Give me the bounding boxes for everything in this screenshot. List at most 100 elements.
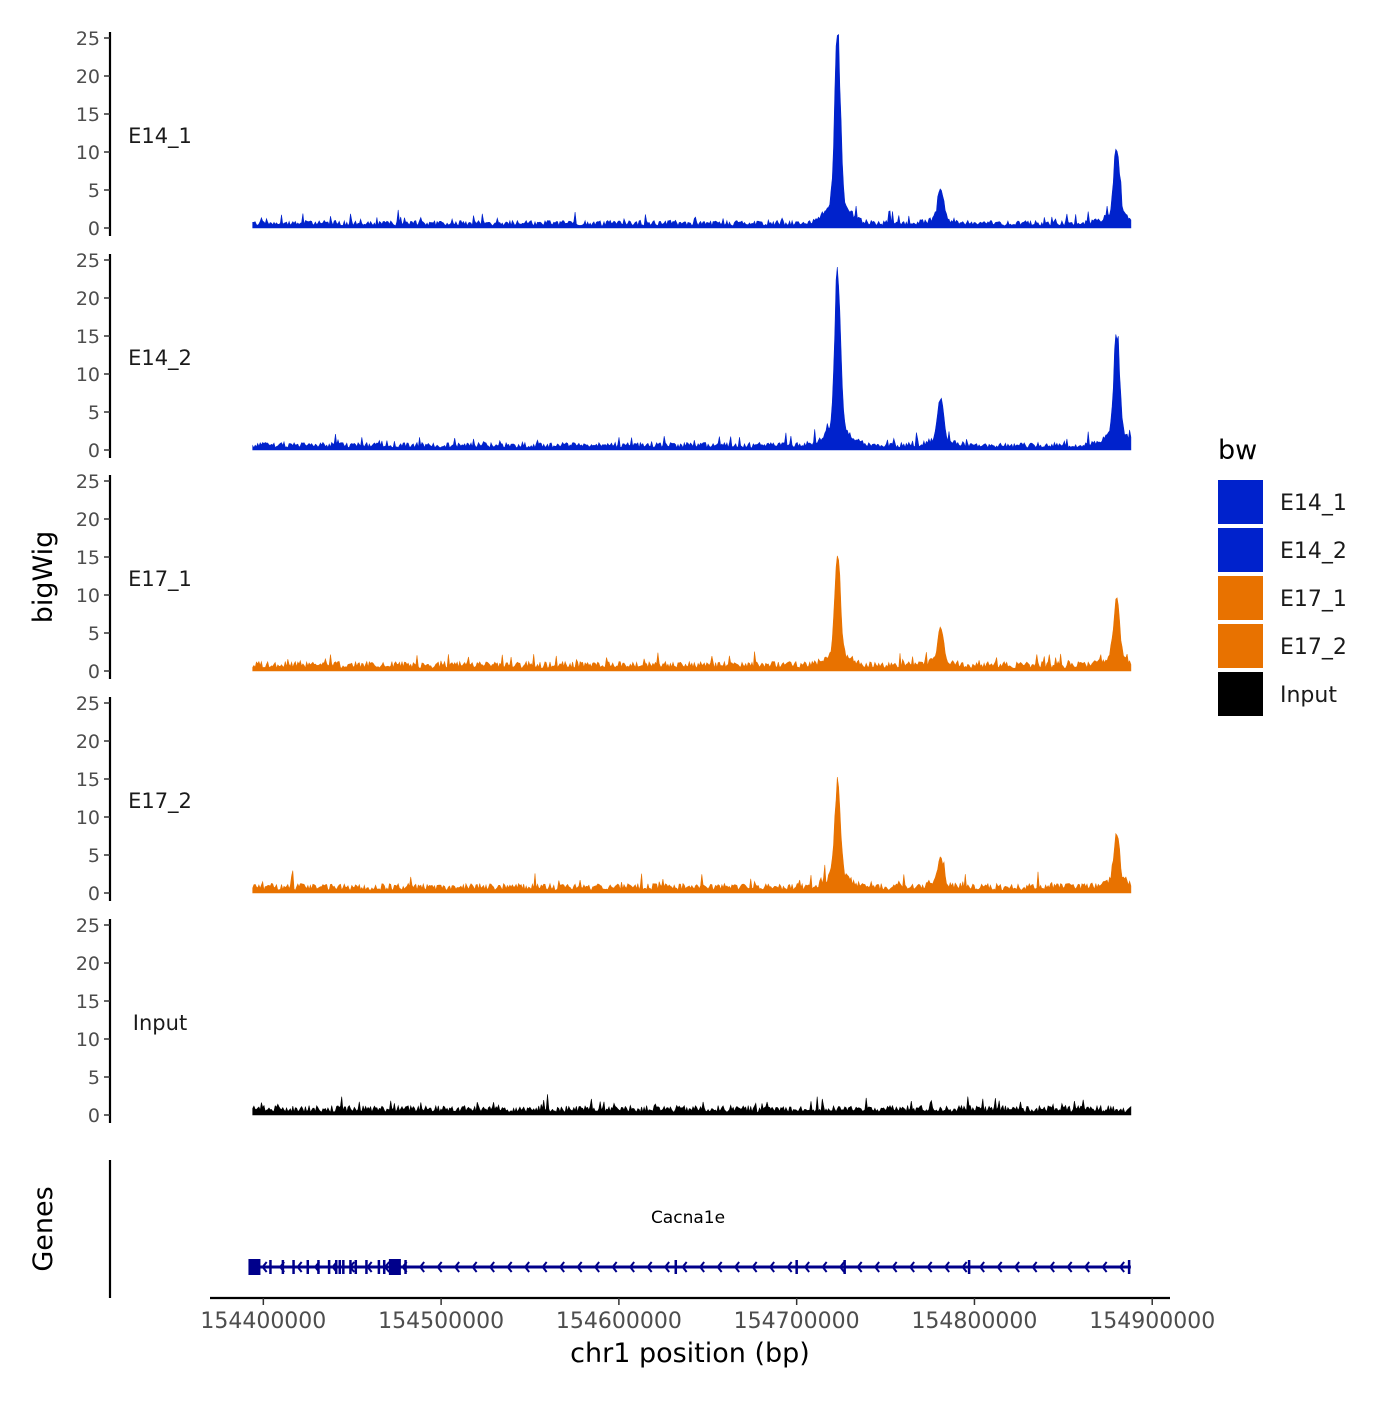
exon xyxy=(306,1260,310,1274)
legend-label-E17_2: E17_2 xyxy=(1280,635,1347,660)
exon xyxy=(365,1260,368,1274)
strand-arrow xyxy=(471,1261,478,1273)
exon xyxy=(327,1260,331,1274)
y-tick-label: 25 xyxy=(76,28,100,50)
track-label-Input: Input xyxy=(133,1011,187,1035)
legend-label-E17_1: E17_1 xyxy=(1280,587,1347,612)
x-tick-label: 154400000 xyxy=(200,1309,326,1334)
exon xyxy=(292,1260,295,1274)
y-tick-label: 20 xyxy=(76,288,100,310)
legend-swatch-E17_1 xyxy=(1218,576,1263,620)
legend-swatch-E17_2 xyxy=(1218,624,1263,668)
strand-arrow xyxy=(628,1261,635,1273)
y-tick-label: 5 xyxy=(88,1067,100,1089)
strand-arrow xyxy=(1118,1261,1125,1273)
track-label-E17_2: E17_2 xyxy=(128,789,192,814)
y-tick-label: 5 xyxy=(88,402,100,424)
exon xyxy=(317,1260,320,1274)
strand-arrow xyxy=(978,1261,985,1273)
exon xyxy=(397,1260,400,1274)
exon xyxy=(281,1260,285,1274)
exon xyxy=(354,1260,358,1274)
strand-arrow xyxy=(593,1261,600,1273)
legend-swatch-E14_2 xyxy=(1218,528,1263,572)
y-tick-label: 25 xyxy=(76,471,100,493)
strand-arrow xyxy=(716,1261,723,1273)
exon xyxy=(334,1260,338,1274)
exon xyxy=(342,1260,345,1274)
track-label-E14_2: E14_2 xyxy=(128,346,192,371)
exon xyxy=(843,1260,846,1274)
y-tick-label: 0 xyxy=(88,440,100,462)
x-tick-label: 154900000 xyxy=(1089,1309,1215,1334)
y-tick-label: 0 xyxy=(88,661,100,683)
signal-area-E17_2 xyxy=(252,776,1132,894)
y-tick-label: 0 xyxy=(88,883,100,905)
axes xyxy=(104,32,1170,1305)
strand-arrow xyxy=(436,1261,443,1273)
y-tick-label: 20 xyxy=(76,953,100,975)
exon xyxy=(382,1260,386,1274)
legend: bw E14_1 E14_2 E17_1 E17_2 Input xyxy=(1218,435,1347,716)
strand-arrow xyxy=(733,1261,740,1273)
strand-arrow xyxy=(873,1261,880,1273)
y-tick-label: 20 xyxy=(76,509,100,531)
signal-area-E17_1 xyxy=(252,555,1132,672)
strand-arrow xyxy=(1013,1261,1020,1273)
exon xyxy=(674,1260,678,1274)
strand-arrow xyxy=(523,1261,530,1273)
strand-arrow xyxy=(261,1261,268,1273)
y-tick-label: 25 xyxy=(76,250,100,272)
y-tick-label: 0 xyxy=(88,218,100,240)
strand-arrow xyxy=(646,1261,653,1273)
track-label-E14_1: E14_1 xyxy=(128,124,192,149)
strand-arrow xyxy=(838,1261,845,1273)
x-tick-label: 154600000 xyxy=(556,1309,682,1334)
strand-arrow xyxy=(768,1261,775,1273)
strand-arrow xyxy=(453,1261,460,1273)
strand-arrow xyxy=(891,1261,898,1273)
y-tick-label: 5 xyxy=(88,180,100,202)
strand-arrow xyxy=(1048,1261,1055,1273)
genes-track: Cacna1e xyxy=(248,1208,1131,1275)
x-tick-label: 154500000 xyxy=(378,1309,504,1334)
exon xyxy=(248,1259,261,1275)
strand-arrow xyxy=(908,1261,915,1273)
strand-arrow xyxy=(821,1261,828,1273)
x-axis-title: chr1 position (bp) xyxy=(570,1338,810,1369)
strand-arrow xyxy=(996,1261,1003,1273)
exon xyxy=(377,1260,381,1274)
y-tick-label: 15 xyxy=(76,104,100,126)
exon xyxy=(269,1260,272,1274)
strand-arrow xyxy=(751,1261,758,1273)
signal-fills xyxy=(252,34,1132,1116)
strand-arrow xyxy=(296,1261,303,1273)
exon xyxy=(1127,1260,1131,1274)
strand-arrow xyxy=(856,1261,863,1273)
strand-arrow xyxy=(943,1261,950,1273)
exon xyxy=(349,1260,352,1274)
signal-area-E14_2 xyxy=(252,266,1132,451)
y-tick-label: 5 xyxy=(88,623,100,645)
x-tick-label: 154800000 xyxy=(911,1309,1037,1334)
legend-label-E14_2: E14_2 xyxy=(1280,539,1347,564)
strand-arrow xyxy=(803,1261,810,1273)
exon xyxy=(254,1260,258,1274)
strand-arrow xyxy=(1101,1261,1108,1273)
y-tick-label: 15 xyxy=(76,547,100,569)
y-tick-label: 15 xyxy=(76,991,100,1013)
labels: 0 5 10 15 20 25 E14_1 0 5 10 15 20 25 E14_2 0 5 10 15 20 25… xyxy=(28,28,1215,1369)
exon xyxy=(795,1260,798,1274)
y-tick-label: 10 xyxy=(76,807,100,829)
exon xyxy=(967,1260,971,1274)
legend-swatch-E14_1 xyxy=(1218,480,1263,524)
strand-arrow xyxy=(926,1261,933,1273)
strand-arrow xyxy=(663,1261,670,1273)
strand-arrow xyxy=(786,1261,793,1273)
y-tick-label: 15 xyxy=(76,326,100,348)
strand-arrow xyxy=(506,1261,513,1273)
track-label-E17_1: E17_1 xyxy=(128,567,192,592)
legend-label-E14_1: E14_1 xyxy=(1280,491,1347,516)
